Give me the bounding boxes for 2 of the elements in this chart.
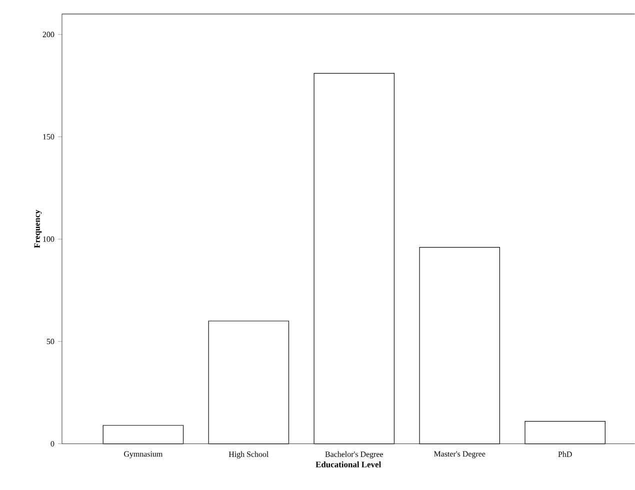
y-axis-title: Frequency: [34, 210, 42, 248]
x-axis-title: Educational Level: [316, 462, 381, 468]
